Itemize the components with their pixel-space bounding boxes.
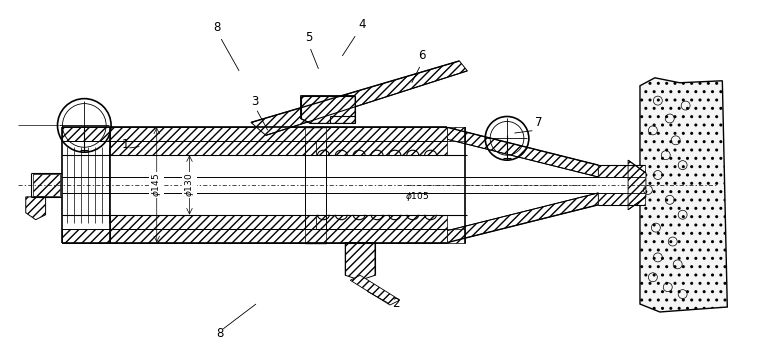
Polygon shape <box>448 127 598 177</box>
Polygon shape <box>598 165 645 177</box>
Bar <box>110 229 448 243</box>
Polygon shape <box>62 229 110 243</box>
Text: 8: 8 <box>214 21 220 34</box>
Polygon shape <box>62 127 110 141</box>
Polygon shape <box>345 243 375 280</box>
Polygon shape <box>628 160 646 210</box>
Polygon shape <box>640 78 727 312</box>
Text: $\phi$130: $\phi$130 <box>183 173 196 197</box>
Text: 8: 8 <box>217 327 223 340</box>
Text: 7: 7 <box>535 116 543 129</box>
Polygon shape <box>598 193 645 205</box>
Text: 2: 2 <box>392 297 400 310</box>
Polygon shape <box>305 229 326 243</box>
Polygon shape <box>350 275 400 305</box>
Polygon shape <box>305 127 326 141</box>
Text: 1: 1 <box>122 138 129 151</box>
Text: $\phi$145: $\phi$145 <box>150 173 163 197</box>
Polygon shape <box>301 96 355 123</box>
Polygon shape <box>448 229 465 243</box>
Polygon shape <box>26 197 46 220</box>
Bar <box>315 141 448 155</box>
Text: 3: 3 <box>251 95 258 108</box>
Text: 4: 4 <box>358 18 366 31</box>
Bar <box>110 127 448 141</box>
Polygon shape <box>448 127 465 141</box>
Bar <box>110 141 315 155</box>
Text: 5: 5 <box>306 31 313 44</box>
Polygon shape <box>251 61 467 135</box>
Bar <box>315 215 448 229</box>
Bar <box>33 174 61 196</box>
Bar <box>110 215 315 229</box>
Text: $\phi$105: $\phi$105 <box>405 190 429 203</box>
Text: 6: 6 <box>418 49 425 62</box>
Polygon shape <box>448 193 598 243</box>
